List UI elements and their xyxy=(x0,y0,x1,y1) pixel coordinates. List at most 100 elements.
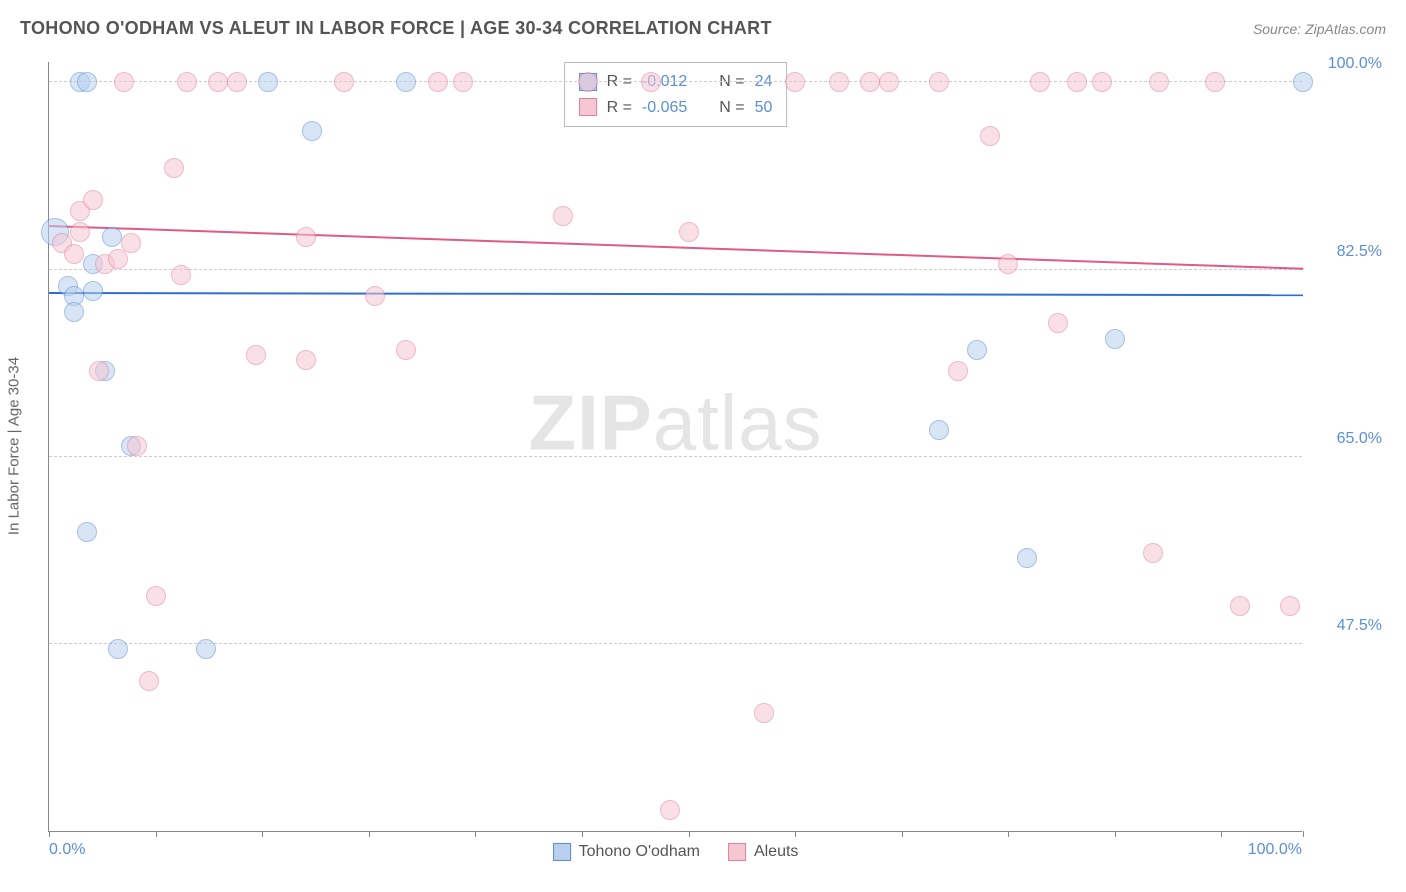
data-point xyxy=(1048,313,1068,333)
data-point xyxy=(453,72,473,92)
legend-swatch-series-b xyxy=(579,98,597,116)
data-point xyxy=(980,126,1000,146)
data-point xyxy=(64,302,84,322)
gridline xyxy=(49,643,1302,644)
legend-swatch-series-b xyxy=(728,843,746,861)
legend-item-series-a: Tohono O'odham xyxy=(553,843,700,861)
data-point xyxy=(860,72,880,92)
y-tick-label: 47.5% xyxy=(1312,617,1382,635)
data-point xyxy=(998,254,1018,274)
r-value-b: -0.065 xyxy=(642,95,687,121)
data-point xyxy=(146,586,166,606)
data-point xyxy=(1205,72,1225,92)
legend-series-names: Tohono O'odham Aleuts xyxy=(553,843,799,861)
data-point xyxy=(102,227,122,247)
y-tick-label: 65.0% xyxy=(1312,430,1382,448)
gridline xyxy=(49,269,1302,270)
data-point xyxy=(77,72,97,92)
data-point xyxy=(660,800,680,820)
trend-line xyxy=(49,225,1303,270)
data-point xyxy=(296,227,316,247)
data-point xyxy=(679,222,699,242)
x-tick xyxy=(156,831,157,837)
n-value-b: 50 xyxy=(755,95,773,121)
x-tick xyxy=(1115,831,1116,837)
r-label: R = xyxy=(607,95,632,121)
data-point xyxy=(77,522,97,542)
x-tick xyxy=(689,831,690,837)
data-point xyxy=(785,72,805,92)
data-point xyxy=(1293,72,1313,92)
y-axis-title: In Labor Force | Age 30-34 xyxy=(6,357,23,535)
data-point xyxy=(83,281,103,301)
data-point xyxy=(1092,72,1112,92)
x-tick xyxy=(369,831,370,837)
data-point xyxy=(929,420,949,440)
data-point xyxy=(127,436,147,456)
data-point xyxy=(428,72,448,92)
data-point xyxy=(70,222,90,242)
data-point xyxy=(1149,72,1169,92)
data-point xyxy=(365,286,385,306)
legend-row-series-b: R = -0.065 N = 50 xyxy=(579,95,773,121)
x-tick xyxy=(49,831,50,837)
watermark-bold: ZIP xyxy=(528,379,652,467)
series-name-a: Tohono O'odham xyxy=(579,843,700,861)
gridline xyxy=(49,456,1302,457)
x-tick xyxy=(1221,831,1222,837)
data-point xyxy=(578,72,598,92)
data-point xyxy=(1017,548,1037,568)
source-label: Source: ZipAtlas.com xyxy=(1253,21,1386,37)
data-point xyxy=(929,72,949,92)
data-point xyxy=(108,639,128,659)
data-point xyxy=(334,72,354,92)
n-label: N = xyxy=(719,95,744,121)
x-tick-label: 0.0% xyxy=(49,841,85,859)
data-point xyxy=(258,72,278,92)
data-point xyxy=(89,361,109,381)
series-name-b: Aleuts xyxy=(754,843,798,861)
data-point xyxy=(121,233,141,253)
data-point xyxy=(948,361,968,381)
data-point xyxy=(1230,596,1250,616)
data-point xyxy=(164,158,184,178)
data-point xyxy=(108,249,128,269)
data-point xyxy=(1105,329,1125,349)
data-point xyxy=(296,350,316,370)
data-point xyxy=(1067,72,1087,92)
title-bar: TOHONO O'ODHAM VS ALEUT IN LABOR FORCE |… xyxy=(20,18,1386,39)
data-point xyxy=(1030,72,1050,92)
data-point xyxy=(196,639,216,659)
y-tick-label: 100.0% xyxy=(1312,55,1382,73)
x-tick xyxy=(1008,831,1009,837)
watermark-rest: atlas xyxy=(653,379,823,467)
data-point xyxy=(302,121,322,141)
data-point xyxy=(208,72,228,92)
legend-swatch-series-a xyxy=(553,843,571,861)
x-tick xyxy=(475,831,476,837)
data-point xyxy=(83,190,103,210)
data-point xyxy=(177,72,197,92)
data-point xyxy=(227,72,247,92)
data-point xyxy=(246,345,266,365)
data-point xyxy=(1143,543,1163,563)
x-tick xyxy=(795,831,796,837)
x-tick xyxy=(902,831,903,837)
legend-correlation-box: R = -0.012 N = 24 R = -0.065 N = 50 xyxy=(564,62,788,127)
data-point xyxy=(754,703,774,723)
scatter-plot: ZIPatlas R = -0.012 N = 24 R = -0.065 N … xyxy=(48,62,1302,832)
trend-line xyxy=(49,292,1303,296)
data-point xyxy=(396,72,416,92)
data-point xyxy=(114,72,134,92)
x-tick xyxy=(1303,831,1304,837)
data-point xyxy=(396,340,416,360)
x-tick xyxy=(582,831,583,837)
x-tick-label: 100.0% xyxy=(1248,841,1302,859)
data-point xyxy=(641,72,661,92)
legend-item-series-b: Aleuts xyxy=(728,843,798,861)
data-point xyxy=(171,265,191,285)
y-tick-label: 82.5% xyxy=(1312,243,1382,261)
data-point xyxy=(879,72,899,92)
data-point xyxy=(553,206,573,226)
data-point xyxy=(829,72,849,92)
